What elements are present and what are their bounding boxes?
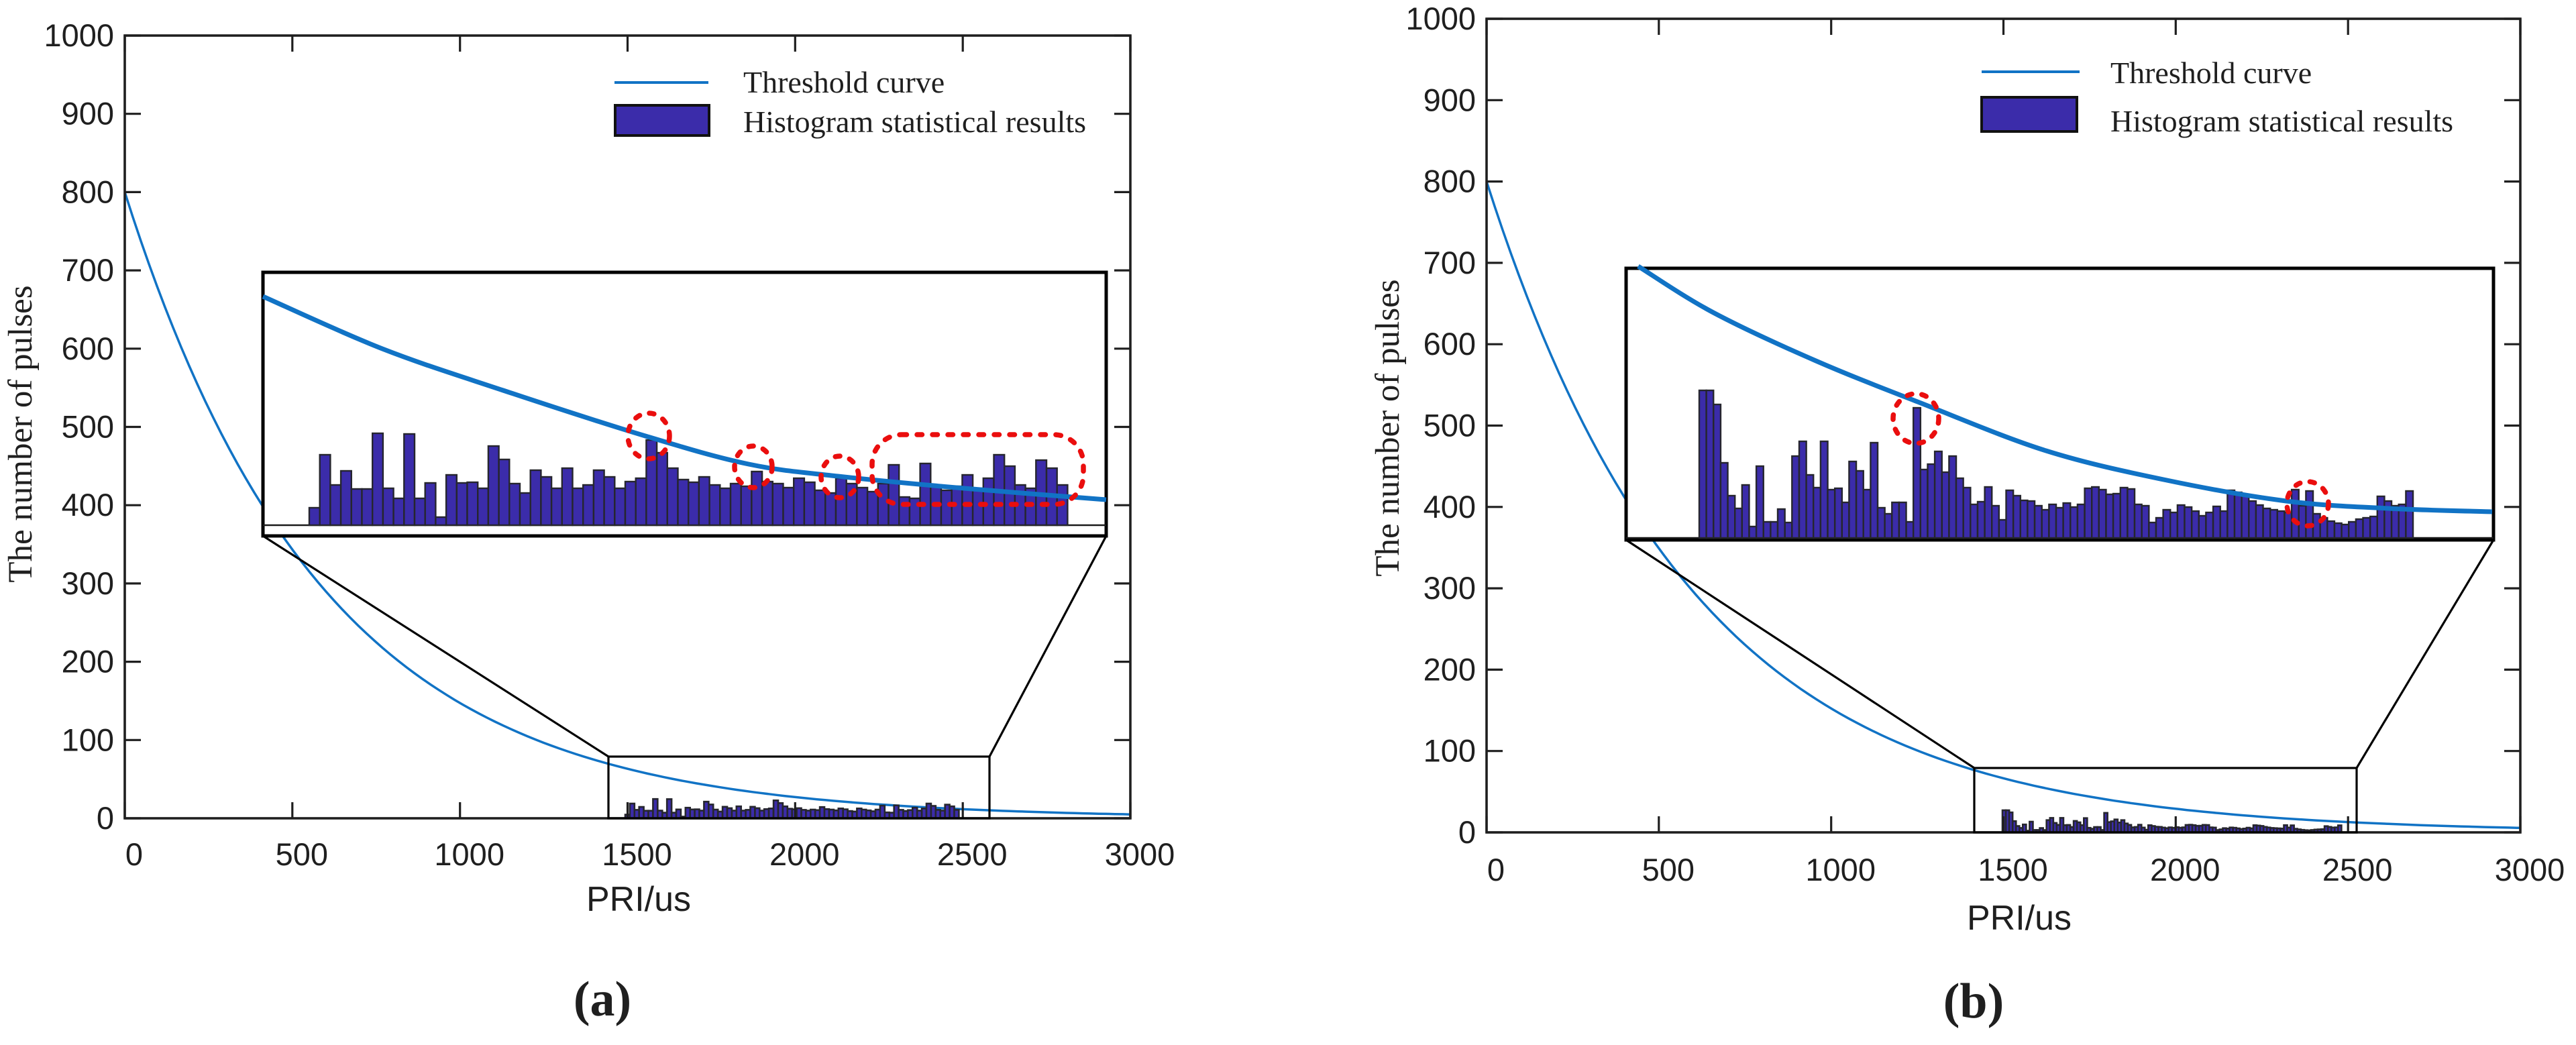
svg-text:100: 100 [1424, 733, 1476, 769]
svg-text:The number of pulses: The number of pulses [1369, 279, 1407, 576]
svg-text:Histogram statistical results: Histogram statistical results [2110, 104, 2453, 138]
svg-text:2500: 2500 [937, 836, 1008, 872]
svg-text:Threshold curve: Threshold curve [2110, 56, 2312, 90]
svg-text:2000: 2000 [2150, 852, 2220, 887]
svg-text:1500: 1500 [1978, 852, 2048, 887]
svg-text:(b): (b) [1943, 974, 2004, 1029]
svg-text:0: 0 [97, 800, 114, 836]
svg-text:1000: 1000 [434, 836, 504, 872]
svg-text:400: 400 [62, 487, 114, 522]
svg-text:500: 500 [1424, 408, 1476, 443]
svg-text:500: 500 [276, 836, 328, 872]
svg-text:300: 300 [1424, 570, 1476, 606]
svg-text:700: 700 [1424, 245, 1476, 280]
svg-text:1000: 1000 [1405, 1, 1476, 36]
svg-text:0: 0 [125, 836, 143, 872]
svg-text:900: 900 [62, 96, 114, 131]
svg-text:0: 0 [1458, 814, 1476, 850]
svg-text:400: 400 [1424, 489, 1476, 525]
svg-text:800: 800 [1424, 164, 1476, 199]
svg-text:3000: 3000 [1105, 836, 1175, 872]
svg-text:The number of pulses: The number of pulses [2, 285, 40, 582]
svg-text:2000: 2000 [769, 836, 840, 872]
svg-text:500: 500 [1642, 852, 1695, 887]
svg-text:PRI/us: PRI/us [1967, 899, 2072, 938]
svg-text:500: 500 [62, 409, 114, 445]
svg-text:200: 200 [62, 644, 114, 679]
svg-text:1500: 1500 [602, 836, 672, 872]
svg-text:600: 600 [1424, 326, 1476, 362]
svg-text:Threshold curve: Threshold curve [743, 65, 945, 99]
svg-text:1000: 1000 [1805, 852, 1876, 887]
svg-text:300: 300 [62, 565, 114, 601]
svg-text:Histogram statistical results: Histogram statistical results [743, 105, 1086, 139]
svg-text:3000: 3000 [2495, 852, 2565, 887]
svg-text:0: 0 [1487, 852, 1505, 887]
svg-text:800: 800 [62, 174, 114, 209]
svg-text:1000: 1000 [44, 17, 114, 53]
svg-text:200: 200 [1424, 651, 1476, 687]
svg-text:600: 600 [62, 331, 114, 366]
svg-text:PRI/us: PRI/us [586, 880, 691, 919]
svg-text:2500: 2500 [2322, 852, 2393, 887]
svg-text:700: 700 [62, 252, 114, 288]
svg-text:100: 100 [62, 722, 114, 757]
svg-text:(a): (a) [574, 972, 631, 1027]
svg-text:900: 900 [1424, 82, 1476, 117]
